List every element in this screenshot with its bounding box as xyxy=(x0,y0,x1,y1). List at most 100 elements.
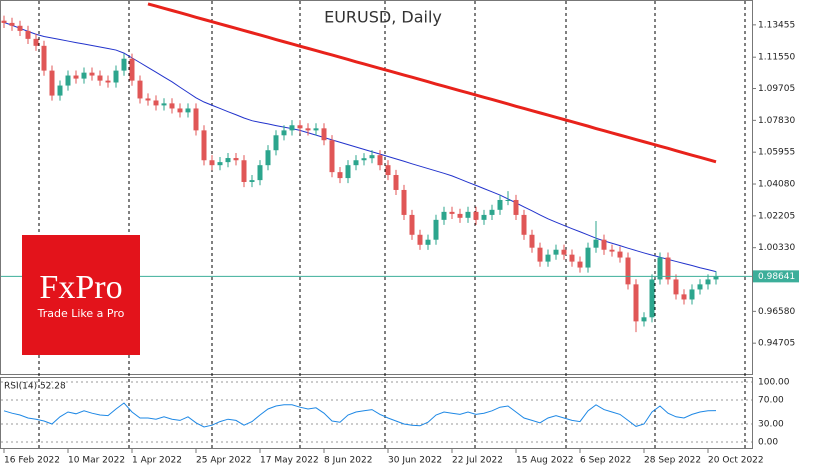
y-tick-label: 1.13455 xyxy=(758,20,795,30)
candle-body xyxy=(561,249,567,255)
candle-body xyxy=(633,284,639,322)
candle-body xyxy=(369,155,375,159)
candle-body xyxy=(713,276,719,280)
candle-body xyxy=(185,108,191,113)
candle-body xyxy=(361,158,367,161)
y-tick-label: 1.02205 xyxy=(758,211,795,221)
candle-body xyxy=(665,257,671,280)
candle-body xyxy=(353,160,359,166)
candle-body xyxy=(97,75,103,81)
y-tick-label: 1.07830 xyxy=(758,116,795,126)
candle-body xyxy=(577,261,583,268)
candle-body xyxy=(209,160,215,166)
candle-body xyxy=(681,294,687,300)
candle-body xyxy=(297,125,303,129)
candle-body xyxy=(537,247,543,262)
candle-body xyxy=(57,85,63,96)
candle-body xyxy=(249,180,255,182)
y-tick-label: 0.94705 xyxy=(758,339,795,349)
candle-body xyxy=(489,209,495,215)
candle-body xyxy=(457,213,463,218)
candle-body xyxy=(193,108,199,131)
candle-body xyxy=(625,257,631,285)
candle-body xyxy=(417,234,423,245)
candle-body xyxy=(89,72,95,76)
candle-body xyxy=(233,158,239,161)
candle-body xyxy=(377,155,383,166)
candle-body xyxy=(401,189,407,215)
candle-body xyxy=(393,175,399,190)
candle-body xyxy=(689,289,695,300)
y-tick-label: 0.00 xyxy=(758,438,778,448)
y-tick-label: 30.00 xyxy=(758,420,784,430)
candle-body xyxy=(521,214,527,235)
candle-body xyxy=(425,239,431,245)
candle-body xyxy=(513,199,519,215)
logo: FxPro Trade Like a Pro xyxy=(22,235,140,355)
candle-body xyxy=(17,25,23,31)
candle-body xyxy=(385,165,391,176)
candle-body xyxy=(145,98,151,101)
candle-body xyxy=(225,158,231,163)
candle-body xyxy=(177,108,183,113)
x-tick-label: 15 Aug 2022 xyxy=(516,456,574,466)
rsi-line xyxy=(3,402,717,428)
x-tick-label: 20 Oct 2022 xyxy=(708,456,764,466)
y-tick-label: 1.04080 xyxy=(758,180,795,190)
candle-body xyxy=(329,140,335,173)
candle-body xyxy=(33,38,39,46)
x-tick-label: 10 Mar 2022 xyxy=(68,456,125,466)
x-tick-label: 8 Jun 2022 xyxy=(324,456,372,466)
candle-body xyxy=(321,128,327,141)
candle-body xyxy=(65,75,71,86)
candle-body xyxy=(553,249,559,255)
rsi-frame xyxy=(0,377,753,449)
moving-average xyxy=(3,21,717,273)
y-tick-label: 100.00 xyxy=(758,378,790,388)
candle-body xyxy=(153,100,159,106)
candle-body xyxy=(121,58,127,71)
x-tick-label: 16 Feb 2022 xyxy=(4,456,60,466)
candle-body xyxy=(441,211,447,220)
candle-body xyxy=(289,125,295,131)
candle-body xyxy=(337,172,343,179)
candle-body xyxy=(497,199,503,210)
x-tick-label: 22 Jul 2022 xyxy=(452,456,503,466)
candle-body xyxy=(481,214,487,220)
current-price-label: 0.98641 xyxy=(758,272,795,282)
candle-body xyxy=(529,234,535,248)
x-tick-label: 25 Apr 2022 xyxy=(196,456,252,466)
candle-body xyxy=(593,239,599,248)
x-tick-label: 30 Jun 2022 xyxy=(388,456,442,466)
y-tick-label: 1.09705 xyxy=(758,84,795,94)
candle-body xyxy=(649,279,655,318)
y-tick-label: 1.05955 xyxy=(758,148,795,158)
candle-body xyxy=(137,80,143,99)
x-tick-label: 6 Sep 2022 xyxy=(580,456,631,466)
candle-body xyxy=(281,130,287,136)
candle-body xyxy=(609,249,615,252)
chart-title: EURUSD, Daily xyxy=(324,8,442,27)
y-tick-label: 70.00 xyxy=(758,396,784,406)
moving-average xyxy=(147,2,717,164)
candle-body xyxy=(705,279,711,285)
candle-body xyxy=(305,128,311,131)
candle-body xyxy=(1,20,7,23)
candle-body xyxy=(105,80,111,83)
candle-body xyxy=(169,103,175,109)
candle-body xyxy=(273,135,279,151)
candle-body xyxy=(129,58,135,81)
x-tick-label: 1 Apr 2022 xyxy=(132,456,182,466)
candle-body xyxy=(601,239,607,250)
candle-body xyxy=(201,130,207,161)
candle-body xyxy=(345,165,351,179)
candle-body xyxy=(241,160,247,182)
candle-body xyxy=(641,317,647,322)
logo-tagline: Trade Like a Pro xyxy=(37,307,125,320)
current-price-box xyxy=(753,270,799,283)
candle-body xyxy=(617,251,623,258)
candle-body xyxy=(585,247,591,268)
candle-body xyxy=(313,128,319,131)
candle-body xyxy=(505,199,511,201)
candle-body xyxy=(217,162,223,166)
